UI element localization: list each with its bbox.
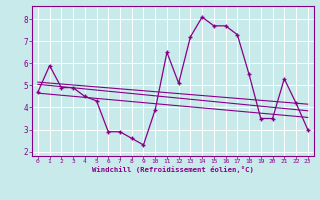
X-axis label: Windchill (Refroidissement éolien,°C): Windchill (Refroidissement éolien,°C) (92, 166, 254, 173)
